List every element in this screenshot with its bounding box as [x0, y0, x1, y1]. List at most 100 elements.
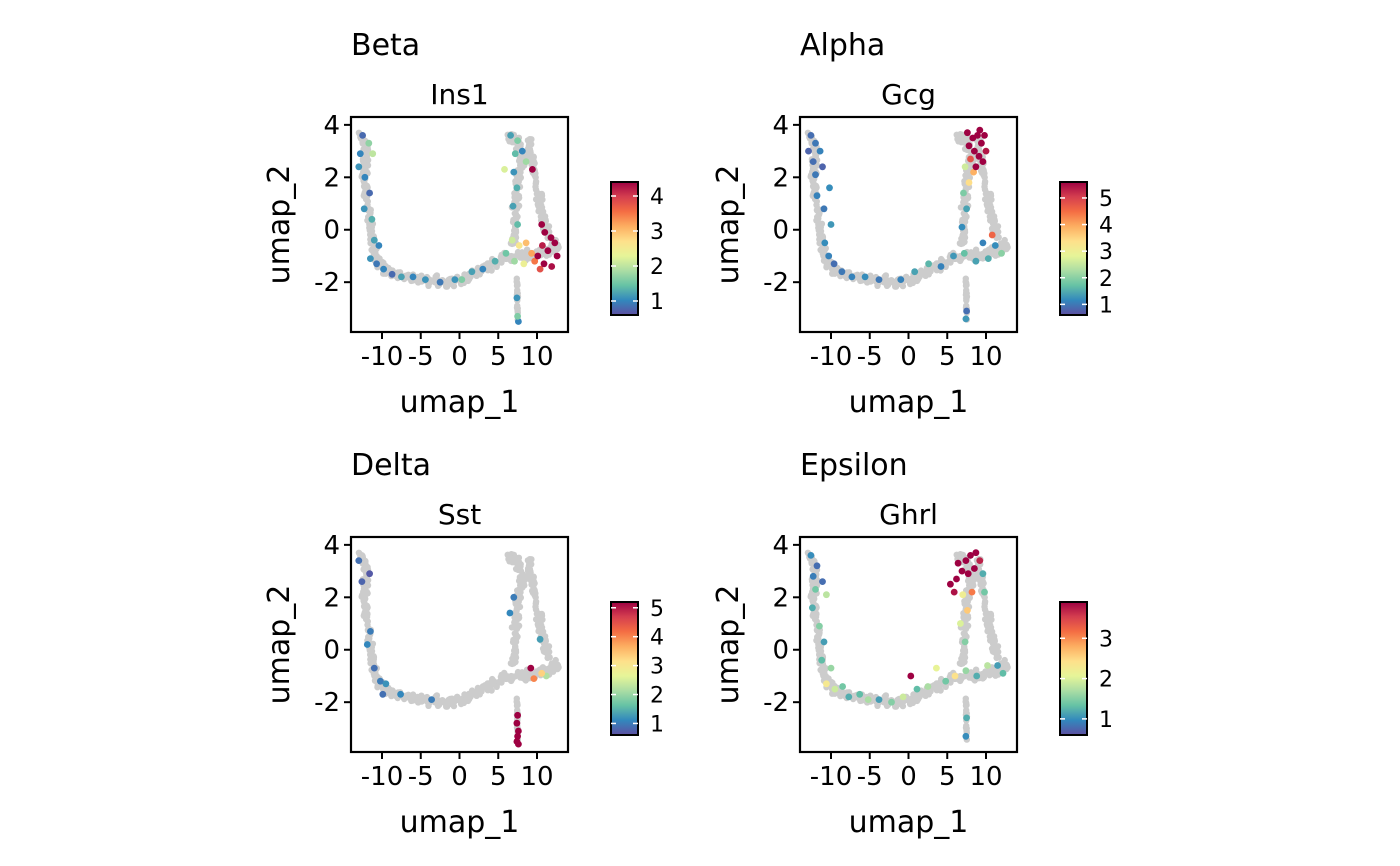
x-tick-label: 10: [520, 762, 553, 792]
data-point: [937, 263, 945, 270]
data-point: [899, 693, 907, 701]
data-point: [819, 163, 826, 171]
colorbar-tick-label: 4: [650, 185, 664, 210]
background-cell: [445, 276, 452, 284]
background-cell: [507, 660, 515, 667]
y-tick-label: -2: [763, 268, 789, 298]
colorbar-gradient: [610, 181, 639, 316]
data-point: [827, 221, 835, 228]
data-point: [963, 307, 970, 315]
colorbar-tick-label: 1: [1099, 708, 1113, 733]
background-cell: [531, 580, 538, 587]
data-point: [897, 276, 905, 283]
background-cell: [810, 147, 818, 154]
background-cell: [531, 160, 538, 167]
data-point: [962, 667, 970, 675]
data-point: [979, 239, 987, 247]
background-cell: [992, 225, 999, 232]
data-point: [355, 163, 363, 171]
data-point: [515, 318, 522, 325]
data-point: [979, 158, 987, 166]
data-point: [821, 239, 829, 247]
background-cell: [367, 207, 374, 214]
background-cell: [409, 697, 417, 704]
background-cell: [493, 683, 500, 690]
data-point: [366, 570, 373, 578]
background-cell: [986, 611, 993, 619]
data-point: [981, 132, 988, 139]
y-tick-label: -2: [314, 688, 340, 718]
background-cell: [359, 553, 366, 560]
data-point: [540, 260, 548, 268]
background-cell: [538, 208, 545, 215]
background-cell: [993, 651, 1001, 658]
data-point: [508, 236, 516, 244]
background-cell: [488, 267, 495, 274]
data-point: [958, 223, 966, 231]
y-tick-label: 2: [772, 583, 789, 613]
background-cell: [910, 278, 917, 285]
data-point: [913, 685, 921, 693]
data-point: [428, 696, 435, 703]
background-cell: [528, 154, 535, 161]
y-tick-label: -2: [763, 688, 789, 718]
x-tick-label: 5: [490, 762, 507, 792]
data-point: [553, 252, 561, 260]
data-point: [544, 247, 552, 255]
data-point: [807, 552, 815, 559]
y-axis-title: umap_2: [262, 165, 297, 285]
y-tick-label: 2: [772, 163, 789, 193]
data-point: [818, 656, 826, 664]
data-point: [964, 129, 971, 137]
data-point: [924, 683, 932, 690]
data-point: [972, 549, 980, 557]
data-point: [513, 184, 521, 192]
y-tick-label: 4: [323, 111, 340, 141]
background-cell: [526, 557, 533, 565]
background-cell: [1004, 244, 1011, 251]
data-point: [805, 147, 812, 155]
background-cell: [963, 302, 970, 309]
background-cell: [981, 616, 989, 623]
background-cell: [959, 232, 966, 239]
data-point: [875, 276, 883, 283]
background-cell: [986, 191, 993, 199]
background-cell: [856, 272, 864, 279]
background-cell: [985, 203, 992, 210]
data-point: [541, 229, 549, 236]
x-tick-label: -5: [857, 342, 883, 372]
data-point: [825, 252, 833, 260]
data-point: [547, 234, 555, 242]
background-cell: [809, 165, 817, 172]
background-cell: [555, 664, 562, 671]
background-cell: [961, 218, 969, 226]
data-point: [409, 273, 417, 281]
background-cell: [947, 259, 954, 266]
data-point: [491, 257, 499, 265]
data-point: [458, 276, 466, 283]
y-tick-label: 0: [772, 636, 789, 666]
background-cell: [1001, 236, 1008, 244]
background-cell: [445, 696, 452, 704]
y-axis-title: umap_2: [711, 165, 746, 285]
y-axis-title: umap_2: [262, 585, 297, 705]
background-cell: [536, 203, 543, 210]
data-point: [816, 622, 823, 630]
background-cell: [515, 615, 522, 622]
background-cell: [498, 259, 505, 266]
background-cell: [819, 247, 826, 254]
y-tick-label: 0: [323, 216, 340, 246]
data-point: [548, 263, 556, 270]
data-point: [988, 231, 996, 239]
data-point: [979, 570, 987, 578]
background-cell: [361, 147, 369, 154]
y-tick-label: 4: [772, 531, 789, 561]
y-tick-label: 0: [323, 636, 340, 666]
data-point: [861, 273, 869, 281]
x-axis-title: umap_1: [400, 385, 520, 420]
background-cell: [362, 196, 370, 203]
background-cell: [993, 231, 1001, 238]
